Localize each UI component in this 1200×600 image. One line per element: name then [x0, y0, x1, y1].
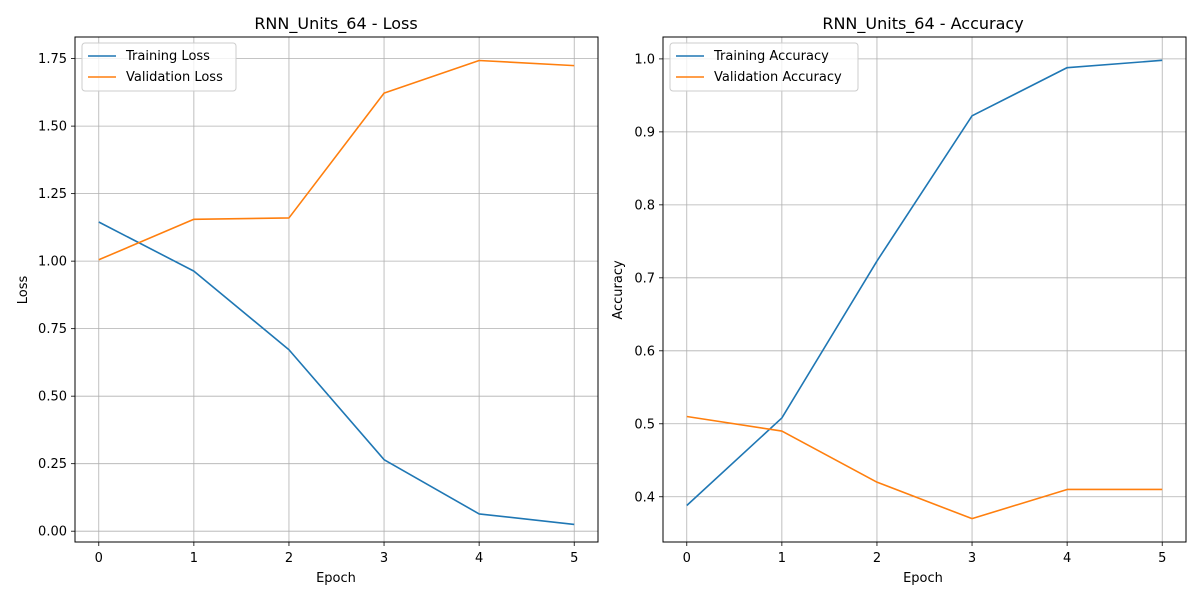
loss-y-tick-label: 0.00 — [38, 525, 67, 540]
accuracy-y-tick-label: 0.7 — [634, 271, 655, 286]
accuracy-legend-label-training: Training Accuracy — [713, 49, 829, 64]
accuracy-chart-title: RNN_Units_64 - Accuracy — [822, 14, 1023, 34]
accuracy-y-tick-label: 0.6 — [634, 344, 655, 359]
loss-x-tick-label: 5 — [570, 551, 578, 566]
accuracy-x-tick-label: 2 — [873, 551, 881, 566]
loss-x-tick-label: 2 — [285, 551, 293, 566]
accuracy-legend-box — [669, 42, 859, 92]
accuracy-y-tick-label: 0.5 — [634, 417, 655, 432]
accuracy-y-ticks: 0.4 0.5 0.6 0.7 0.8 0.9 1.0 — [634, 52, 663, 505]
accuracy-x-ticks: 0 1 2 3 4 5 — [683, 542, 1166, 566]
loss-y-tick-label: 1.50 — [38, 120, 67, 135]
accuracy-y-tick-label: 0.4 — [634, 490, 655, 505]
loss-plot-frame — [74, 36, 599, 543]
accuracy-y-axis-label: Accuracy — [611, 260, 626, 320]
loss-grid — [75, 37, 598, 542]
series-line-validation-accuracy — [686, 415, 1163, 520]
loss-legend-label-validation: Validation Loss — [126, 70, 223, 85]
accuracy-grid — [663, 37, 1186, 542]
accuracy-legend: Training Accuracy Validation Accuracy — [669, 42, 859, 92]
accuracy-y-tick-label: 0.8 — [634, 198, 655, 213]
series-line-training-loss — [98, 221, 575, 526]
accuracy-plot-frame — [662, 36, 1187, 543]
loss-x-tick-label: 0 — [95, 551, 103, 566]
accuracy-y-tick-label: 1.0 — [634, 52, 655, 67]
accuracy-x-tick-label: 4 — [1063, 551, 1071, 566]
loss-y-tick-label: 1.75 — [38, 52, 67, 67]
loss-x-ticks: 0 1 2 3 4 5 — [95, 542, 578, 566]
accuracy-x-tick-label: 3 — [968, 551, 976, 566]
accuracy-x-tick-label: 0 — [683, 551, 691, 566]
accuracy-x-tick-label: 5 — [1158, 551, 1166, 566]
loss-y-tick-label: 1.00 — [38, 255, 67, 270]
loss-y-axis-label: Loss — [16, 276, 31, 305]
loss-x-tick-label: 4 — [475, 551, 483, 566]
loss-series — [98, 59, 575, 526]
loss-y-ticks: 0.00 0.25 0.50 0.75 1.00 1.25 1.50 1.75 — [38, 52, 75, 540]
loss-legend-box — [81, 42, 237, 92]
loss-chart-title: RNN_Units_64 - Loss — [254, 14, 417, 34]
loss-y-tick-label: 1.25 — [38, 187, 67, 202]
accuracy-y-tick-label: 0.9 — [634, 125, 655, 140]
accuracy-series — [686, 59, 1163, 520]
series-line-validation-loss — [98, 59, 575, 261]
loss-y-tick-label: 0.25 — [38, 457, 67, 472]
loss-x-axis-label: Epoch — [316, 571, 356, 586]
loss-x-tick-label: 1 — [190, 551, 198, 566]
loss-y-tick-label: 0.75 — [38, 322, 67, 337]
loss-x-tick-label: 3 — [380, 551, 388, 566]
loss-y-tick-label: 0.50 — [38, 390, 67, 405]
accuracy-x-tick-label: 1 — [778, 551, 786, 566]
loss-legend-label-training: Training Loss — [125, 49, 210, 64]
accuracy-chart: RNN_Units_64 - Accuracy 0 1 2 3 4 5 0.4 0.5 0.6… — [611, 14, 1187, 586]
loss-legend: Training Loss Validation Loss — [81, 42, 237, 92]
series-line-training-accuracy — [686, 59, 1163, 507]
accuracy-x-axis-label: Epoch — [903, 571, 943, 586]
accuracy-legend-label-validation: Validation Accuracy — [714, 70, 842, 85]
